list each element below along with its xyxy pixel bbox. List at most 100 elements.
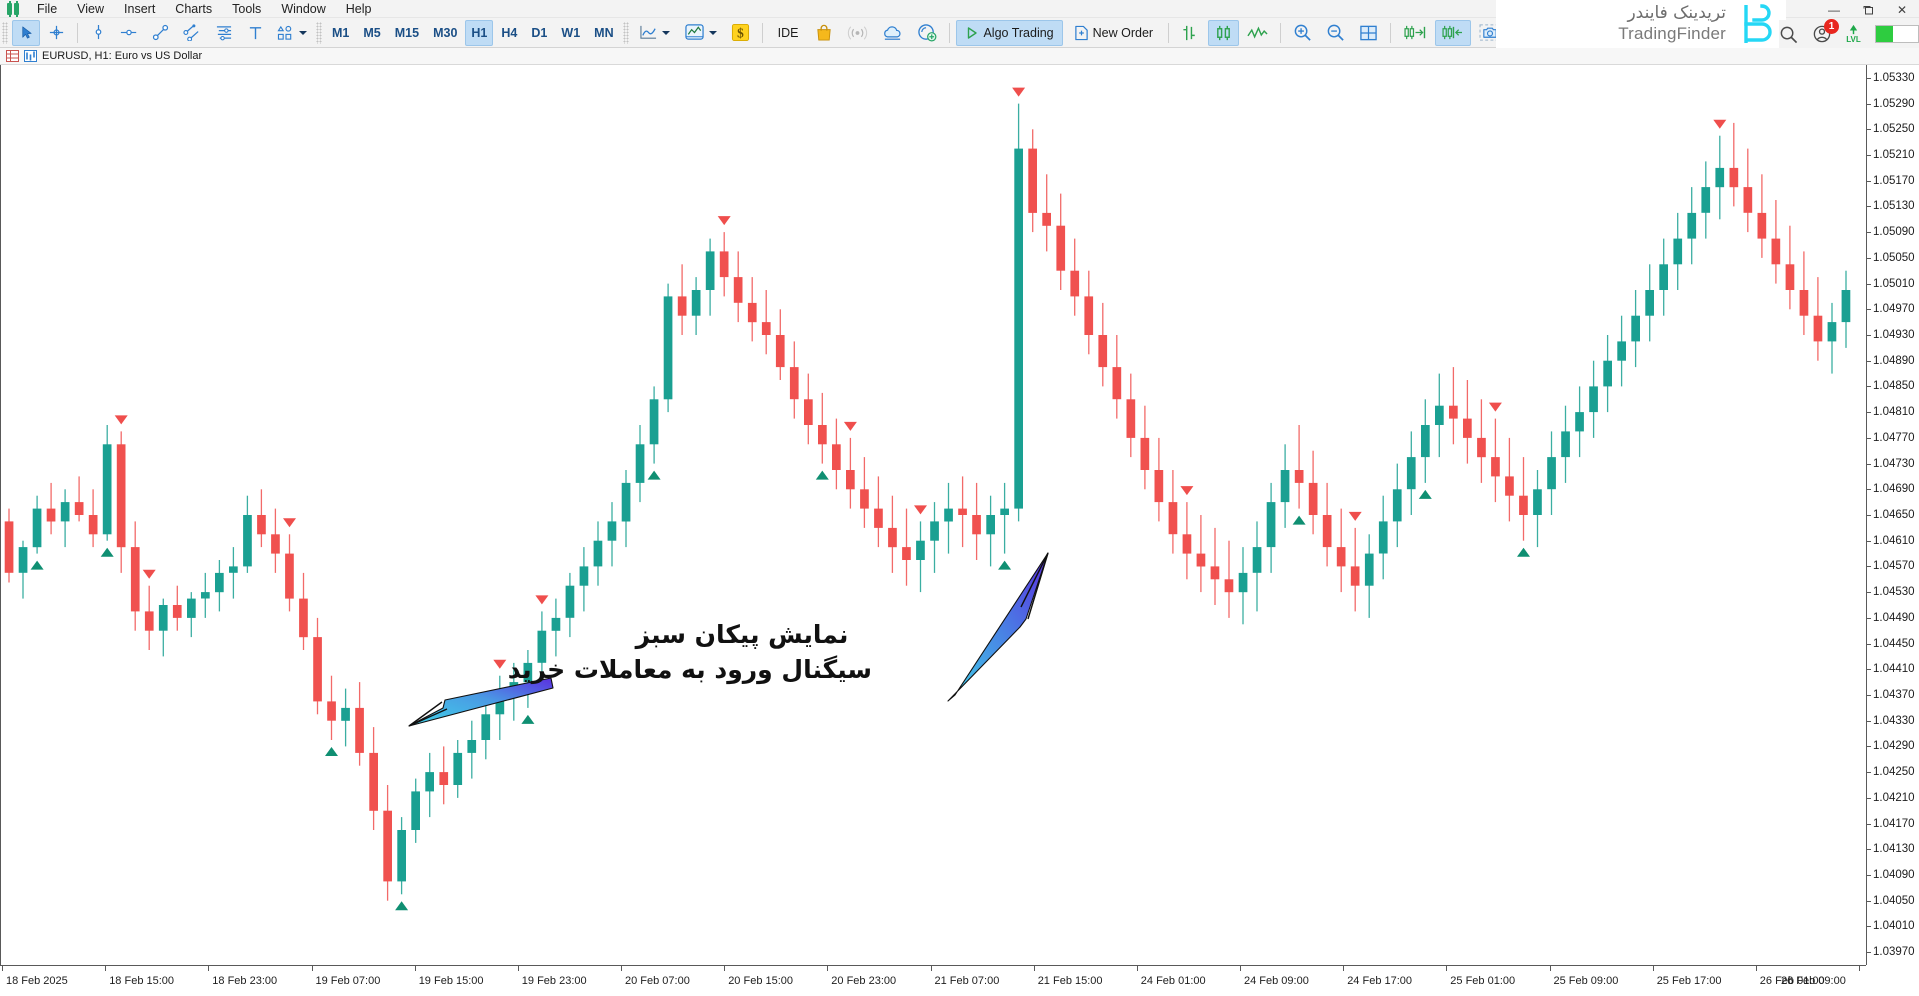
time-tick-label: 21 Feb 07:00 (934, 975, 1000, 987)
price-tick-label: 1.04250 (1873, 766, 1915, 779)
algo-trading-button[interactable]: Algo Trading (956, 19, 1063, 46)
price-tick-label: 1.04330 (1873, 714, 1915, 727)
price-tick-label: 1.04850 (1873, 380, 1915, 393)
text-label-icon[interactable] (241, 20, 269, 46)
minimize-icon[interactable]: — (1828, 3, 1840, 17)
price-tick-label: 1.05130 (1873, 200, 1915, 213)
menu-item-insert[interactable]: Insert (124, 1, 156, 16)
bar-chart-icon[interactable] (1175, 20, 1206, 46)
price-tick-label: 1.04650 (1873, 509, 1915, 521)
toolbar-grip[interactable] (2, 21, 8, 44)
auto-scroll-icon[interactable] (1435, 19, 1472, 46)
data-window-icon[interactable] (6, 50, 19, 62)
crosshair-icon[interactable] (42, 20, 71, 46)
timeframe-h1[interactable]: H1 (465, 19, 494, 46)
fibonacci-retracement-icon[interactable] (209, 20, 239, 46)
signals-broadcast-icon[interactable] (841, 20, 874, 46)
chevron-down-icon (708, 30, 717, 35)
chart-tab-label[interactable]: EURUSD, H1: Euro vs US Dollar (42, 50, 203, 62)
copy-trading-icon[interactable] (911, 20, 943, 46)
annotation-arrow-left (408, 677, 554, 727)
price-tick-label: 1.05090 (1873, 226, 1915, 239)
cursor-arrow-icon[interactable] (12, 19, 40, 46)
menu-item-charts[interactable]: Charts (175, 1, 213, 16)
candlestick-chart-icon[interactable] (1208, 19, 1240, 46)
tile-windows-icon[interactable] (1353, 20, 1384, 46)
line-graph-icon[interactable] (1241, 20, 1274, 46)
line-chart-icon[interactable] (633, 20, 676, 46)
svg-text:$: $ (737, 25, 744, 40)
time-tick-label: 25 Feb 09:00 (1553, 975, 1619, 987)
time-tick-label: 20 Feb 07:00 (625, 975, 690, 987)
timeframe-mn[interactable]: MN (594, 25, 614, 40)
chart-area[interactable]: 1.05330 1.05290 1.05250 1.05210 1.05170 1.051… (0, 65, 1919, 996)
time-tick-label: 26 Feb 01:00 (1759, 975, 1825, 987)
menu-item-file[interactable]: File (37, 1, 58, 16)
notifications-icon[interactable]: 1 (1812, 19, 1839, 44)
price-tick-label: 1.04450 (1873, 637, 1915, 650)
timeframe-h4[interactable]: H4 (501, 25, 518, 40)
search-icon[interactable] (1779, 25, 1798, 44)
time-tick-label: 18 Feb 23:00 (212, 975, 278, 987)
maximize-icon[interactable] (1851, 1, 1885, 19)
price-tick-label: 1.05170 (1873, 174, 1915, 187)
price-axis[interactable]: 1.05330 1.05290 1.05250 1.05210 1.05170 1.051… (1866, 65, 1919, 965)
time-tick-label: 24 Feb 17:00 (1347, 975, 1413, 987)
metatrader-logo-icon (5, 0, 27, 17)
timeframe-m5[interactable]: M5 (363, 25, 381, 40)
chart-icon[interactable] (24, 50, 37, 62)
zoom-out-icon[interactable] (1320, 20, 1351, 46)
shapes-icon[interactable] (271, 20, 313, 46)
time-tick-label: 25 Feb 17:00 (1656, 975, 1722, 987)
menu-item-help[interactable]: Help (345, 1, 372, 16)
candlestick-plot[interactable] (0, 65, 1865, 965)
menu-item-tools[interactable]: Tools (232, 1, 262, 16)
price-tick-label: 1.05330 (1873, 71, 1915, 84)
price-tick-label: 1.04410 (1873, 663, 1915, 676)
time-tick-label: 24 Feb 09:00 (1244, 975, 1309, 987)
timeframe-m1[interactable]: M1 (332, 25, 350, 40)
market-bag-icon[interactable] (809, 20, 839, 46)
toolbar-grip-3[interactable] (622, 21, 629, 44)
menu-item-view[interactable]: View (77, 1, 105, 16)
close-icon[interactable]: ✕ (1896, 3, 1908, 17)
time-tick-label: 21 Feb 15:00 (1037, 975, 1103, 987)
price-tick-label: 1.04810 (1873, 406, 1915, 419)
trendline-icon[interactable] (146, 20, 175, 46)
timeframe-d1[interactable]: D1 (531, 25, 548, 40)
notifications-badge: 1 (1824, 19, 1839, 34)
annotation-line-1: نمایش پیکان سبز (635, 620, 849, 649)
timeframe-w1[interactable]: W1 (561, 25, 581, 40)
new-order-button[interactable]: New Order (1065, 20, 1162, 46)
price-tick-label: 1.05050 (1873, 251, 1915, 264)
screenshot-icon[interactable] (1473, 20, 1507, 46)
toolbar-grip-2[interactable] (316, 21, 322, 44)
horizontal-line-icon[interactable] (114, 20, 144, 46)
time-axis[interactable]: 18 Feb 2025 18 Feb 15:00 18 Feb 23:00 19 Fe… (0, 965, 1866, 996)
price-tick-label: 1.04690 (1873, 483, 1915, 496)
vertical-line-icon[interactable] (84, 20, 112, 46)
ide-button[interactable]: IDE (769, 20, 808, 46)
price-tick-label: 1.04370 (1873, 689, 1915, 701)
dollar-templates-icon[interactable]: $ (725, 20, 756, 46)
cloud-vps-icon[interactable] (876, 20, 909, 46)
play-icon (968, 26, 978, 39)
indicators-icon[interactable] (678, 20, 723, 46)
chart-shift-icon[interactable] (1397, 20, 1433, 46)
price-tick-label: 1.04090 (1873, 869, 1915, 881)
lvl-icon[interactable]: LVL (1846, 24, 1861, 44)
zoom-in-icon[interactable] (1287, 20, 1318, 46)
menu-item-window[interactable]: Window (281, 1, 326, 16)
timeframe-m30[interactable]: M30 (433, 25, 458, 40)
price-tick-label: 1.04730 (1873, 457, 1915, 470)
ide-label: IDE (777, 25, 799, 40)
price-tick-label: 1.03970 (1873, 946, 1915, 959)
price-tick-label: 1.04130 (1873, 843, 1915, 856)
time-tick-label: 19 Feb 07:00 (315, 975, 381, 987)
timeframe-m15[interactable]: M15 (394, 25, 420, 40)
price-tick-label: 1.04290 (1873, 740, 1915, 753)
main-toolbar: M1 M5 M15 M30 H1 H4 D1 W1 MN $ IDE (0, 18, 1919, 48)
equidistant-channel-icon[interactable] (177, 20, 207, 46)
time-tick-label: 20 Feb 23:00 (831, 975, 897, 987)
